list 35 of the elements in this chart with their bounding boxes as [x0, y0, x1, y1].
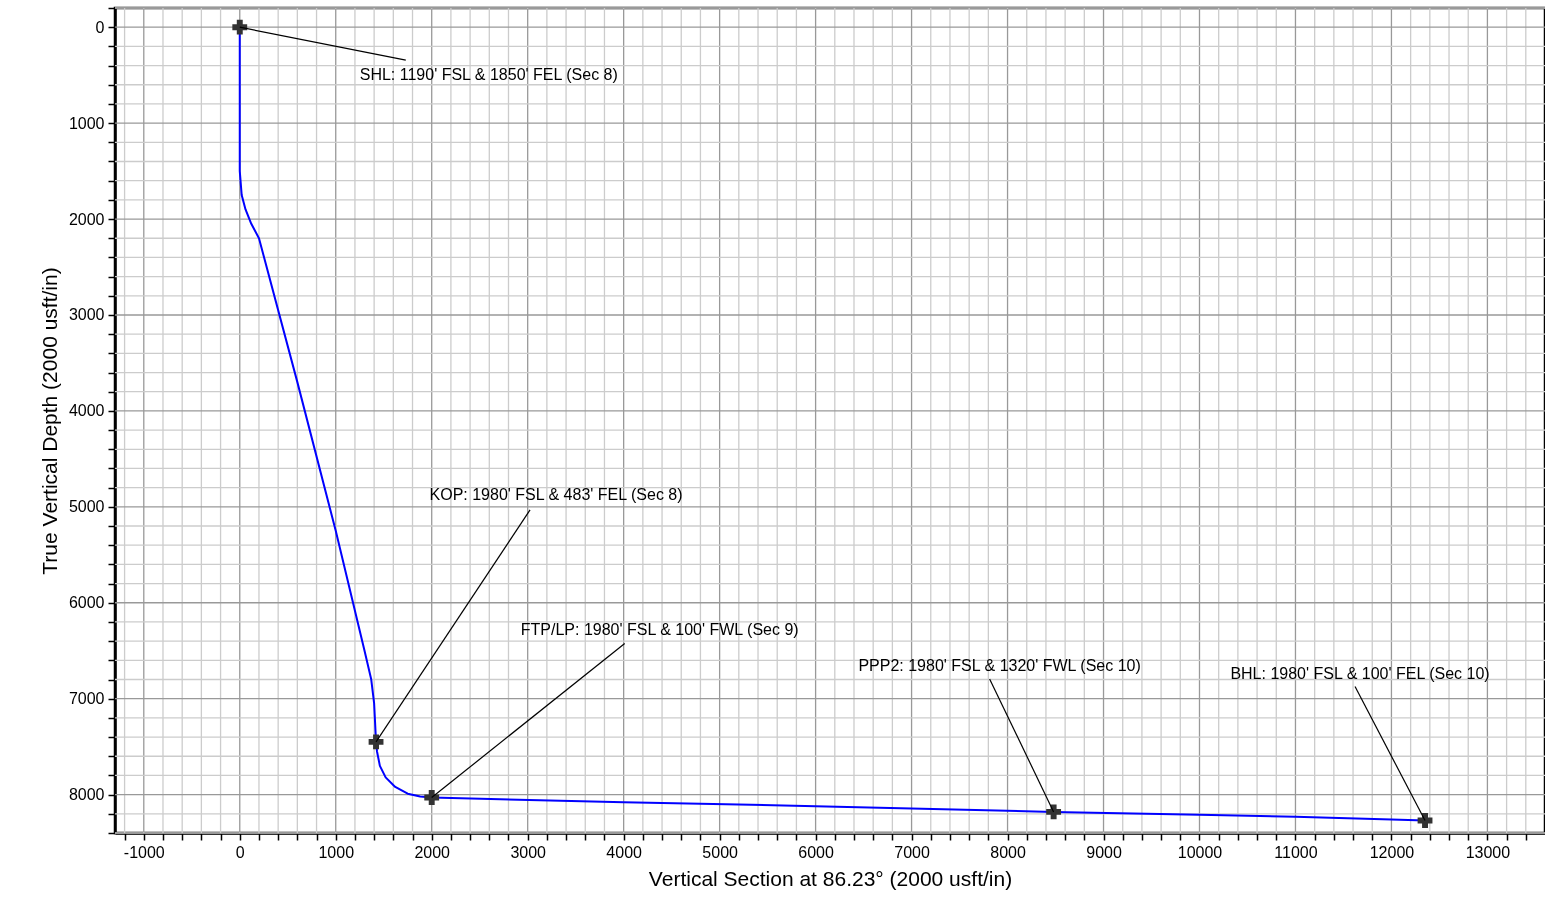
y-tick-label: 6000: [68, 594, 105, 612]
y-tick-label: 3000: [68, 306, 105, 324]
x-tick-label: 13000: [1465, 843, 1511, 861]
x-tick-label: -1000: [123, 843, 165, 861]
point: [1046, 804, 1062, 820]
point: [232, 19, 248, 35]
x-tick-label: 6000: [798, 843, 834, 861]
annotation: KOP: 1980' FSL & 483' FEL (Sec 8): [429, 485, 683, 503]
annotation: SHL: 1190' FSL & 1850' FEL (Sec 8): [359, 66, 618, 84]
y-axis-title: True Vertical Depth (2000 usft/in): [37, 267, 61, 575]
y-tick-label: 0: [95, 18, 105, 36]
y-tick-label: 1000: [68, 114, 105, 132]
x-tick-label: 11000: [1274, 843, 1318, 861]
annotation: PPP2: 1980' FSL & 1320' FWL (Sec 10): [858, 656, 1141, 674]
x-tick-label: 8000: [990, 843, 1026, 861]
x-tick-label: 2000: [414, 843, 451, 861]
y-tick-label: 5000: [68, 498, 105, 516]
annotation: FTP/LP: 1980' FSL & 100' FWL (Sec 9): [520, 620, 799, 638]
x-tick-label: 1000: [318, 843, 355, 861]
x-tick-label: 4000: [606, 843, 643, 861]
x-tick-label: 7000: [894, 843, 930, 861]
x-tick-label: 3000: [510, 843, 547, 861]
point: [368, 734, 384, 750]
y-tick-label: 7000: [68, 690, 105, 708]
x-tick-label: 5000: [702, 843, 739, 861]
point: [424, 790, 440, 805]
x-tick-label: 10000: [1177, 843, 1223, 861]
annotation: BHL: 1980' FSL & 100' FEL (Sec 10): [1230, 664, 1490, 682]
y-tick-label: 8000: [68, 786, 105, 804]
x-axis-title: Vertical Section at 86.23° (2000 usft/in): [648, 866, 1013, 890]
y-tick-label: 4000: [68, 402, 105, 420]
x-tick-label: 0: [235, 843, 245, 861]
x-tick-label: 9000: [1086, 843, 1122, 861]
x-tick-label: 12000: [1369, 843, 1415, 861]
y-tick-label: 2000: [68, 210, 105, 228]
